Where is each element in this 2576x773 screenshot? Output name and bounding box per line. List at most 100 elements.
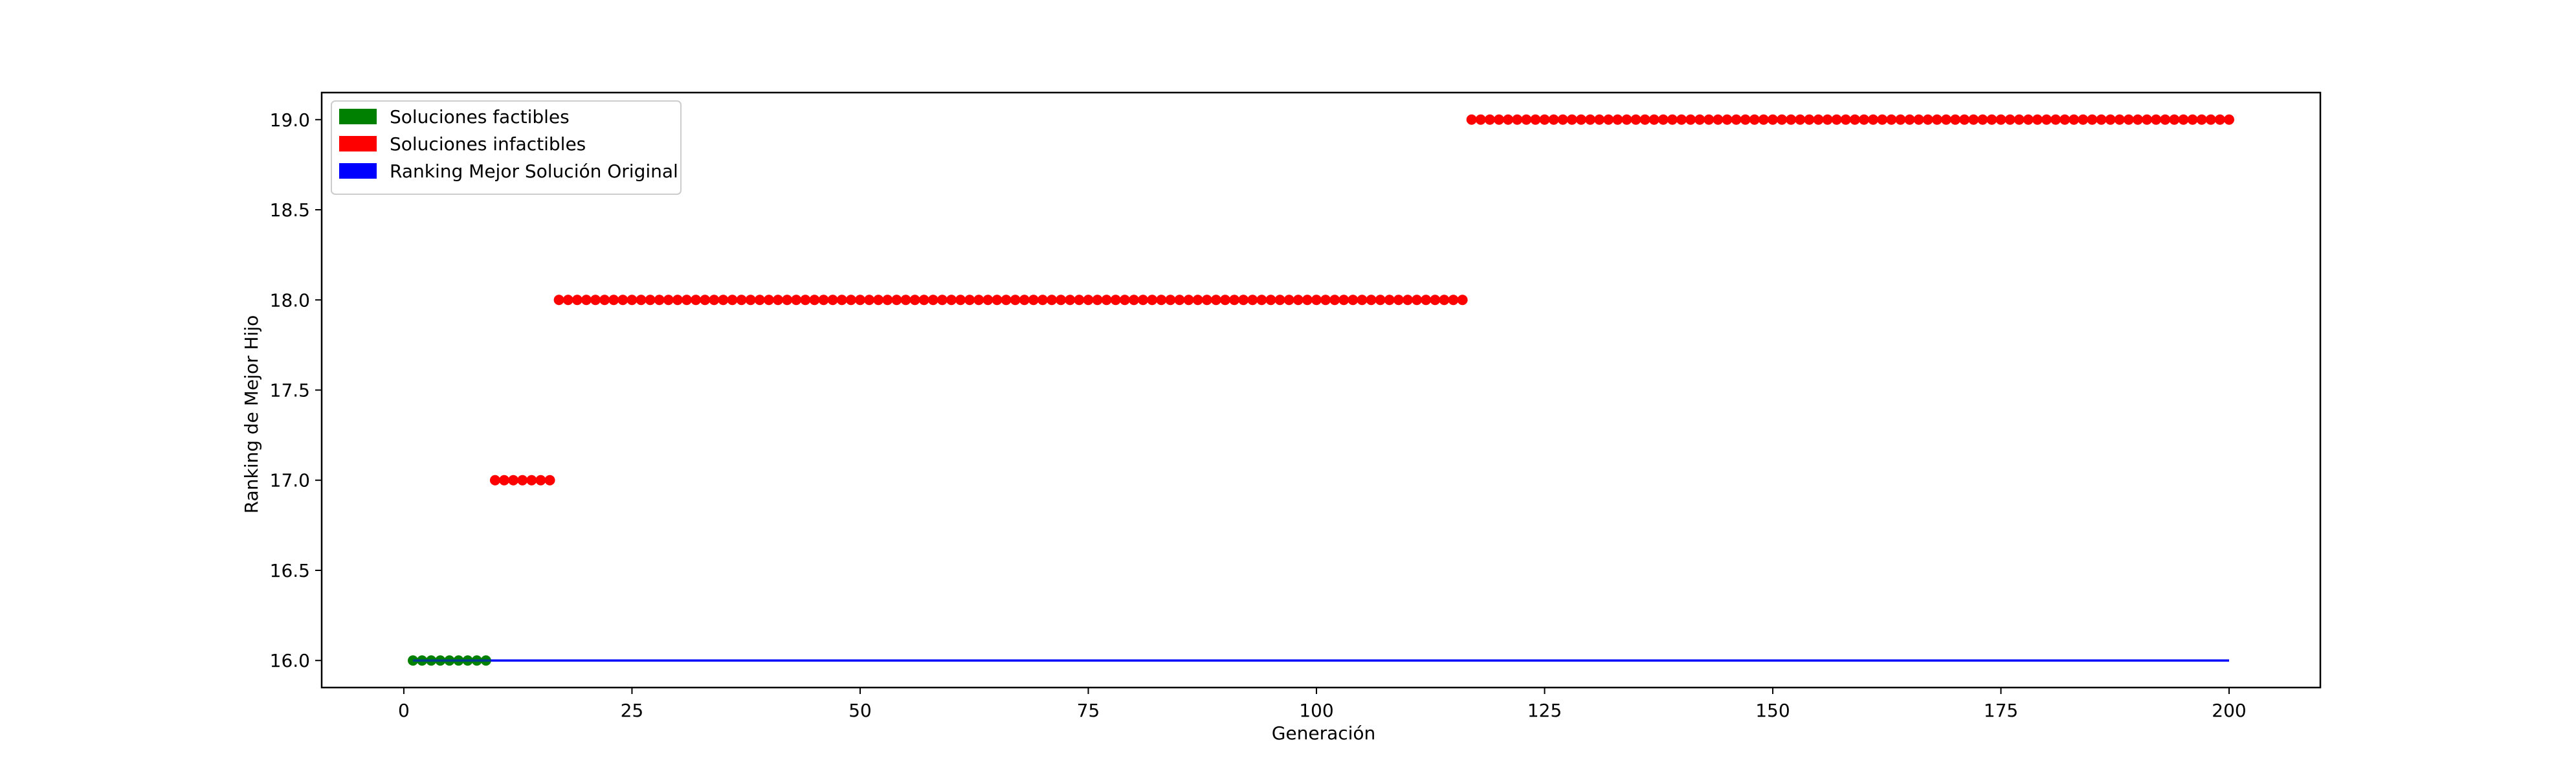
soluciones-infactibles-point xyxy=(937,295,948,306)
soluciones-infactibles-point xyxy=(1566,114,1577,125)
soluciones-infactibles-point xyxy=(1174,295,1185,306)
soluciones-infactibles-point xyxy=(2105,114,2116,125)
soluciones-infactibles-point xyxy=(2069,114,2080,125)
soluciones-infactibles-point xyxy=(1466,114,1477,125)
soluciones-infactibles-point xyxy=(1010,295,1021,306)
soluciones-infactibles-point xyxy=(608,295,619,306)
soluciones-infactibles-point xyxy=(1740,114,1751,125)
soluciones-infactibles-point xyxy=(1813,114,1824,125)
soluciones-infactibles-point xyxy=(1603,114,1614,125)
soluciones-infactibles-point xyxy=(2023,114,2034,125)
soluciones-infactibles-point xyxy=(489,475,500,486)
soluciones-infactibles-point xyxy=(1539,114,1550,125)
soluciones-infactibles-point xyxy=(1704,114,1715,125)
soluciones-infactibles-point xyxy=(1822,114,1833,125)
soluciones-infactibles-point xyxy=(1147,295,1158,306)
soluciones-infactibles-point xyxy=(1877,114,1888,125)
soluciones-infactibles-point xyxy=(1949,114,1960,125)
soluciones-infactibles-point xyxy=(1649,114,1660,125)
soluciones-infactibles-point xyxy=(709,295,720,306)
soluciones-infactibles-point xyxy=(791,295,802,306)
soluciones-infactibles-point xyxy=(1256,295,1267,306)
soluciones-infactibles-point xyxy=(2078,114,2089,125)
soluciones-infactibles-point xyxy=(2060,114,2071,125)
soluciones-infactibles-point xyxy=(2214,114,2225,125)
soluciones-infactibles-point xyxy=(1128,295,1139,306)
soluciones-infactibles-point xyxy=(1156,295,1167,306)
soluciones-infactibles-point xyxy=(1165,295,1176,306)
soluciones-infactibles-point xyxy=(1119,295,1130,306)
soluciones-infactibles-point xyxy=(973,295,984,306)
soluciones-infactibles-point xyxy=(1676,114,1687,125)
soluciones-infactibles-point xyxy=(1238,295,1249,306)
soluciones-infactibles-point xyxy=(1037,295,1048,306)
legend-label: Soluciones factibles xyxy=(390,106,570,128)
soluciones-infactibles-point xyxy=(1302,295,1313,306)
soluciones-infactibles-point xyxy=(1986,114,1997,125)
soluciones-infactibles-point xyxy=(1512,114,1523,125)
soluciones-infactibles-point xyxy=(845,295,856,306)
soluciones-infactibles-point xyxy=(1430,295,1441,306)
soluciones-infactibles-point xyxy=(1101,295,1112,306)
soluciones-infactibles-point xyxy=(1749,114,1760,125)
soluciones-infactibles-point xyxy=(1320,295,1331,306)
soluciones-infactibles-point xyxy=(763,295,774,306)
soluciones-infactibles-point xyxy=(1557,114,1568,125)
soluciones-infactibles-point xyxy=(983,295,994,306)
soluciones-infactibles-point xyxy=(873,295,884,306)
x-tick-label: 125 xyxy=(1527,700,1562,721)
soluciones-infactibles-point xyxy=(1922,114,1933,125)
soluciones-infactibles-point xyxy=(1357,295,1368,306)
soluciones-infactibles-point xyxy=(727,295,738,306)
soluciones-infactibles-point xyxy=(1731,114,1742,125)
soluciones-infactibles-point xyxy=(1201,295,1212,306)
soluciones-infactibles-point xyxy=(1338,295,1349,306)
soluciones-infactibles-point xyxy=(2169,114,2180,125)
soluciones-infactibles-point xyxy=(590,295,601,306)
soluciones-infactibles-point xyxy=(1210,295,1221,306)
soluciones-infactibles-point xyxy=(617,295,628,306)
ticks: 0 25 50 75 100 125 150 175 200 16.0 16.5 17.0 17.5 18… xyxy=(270,109,2247,721)
soluciones-infactibles-point xyxy=(1630,114,1641,125)
soluciones-infactibles-point xyxy=(900,295,911,306)
soluciones-infactibles-point xyxy=(1247,295,1258,306)
soluciones-infactibles-point xyxy=(754,295,765,306)
soluciones-infactibles-point xyxy=(1484,114,1495,125)
soluciones-infactibles-point xyxy=(2223,114,2234,125)
soluciones-infactibles-point xyxy=(1384,295,1395,306)
soluciones-infactibles-point xyxy=(864,295,875,306)
soluciones-infactibles-point xyxy=(1667,114,1678,125)
soluciones-infactibles-point xyxy=(1439,295,1450,306)
soluciones-infactibles-point xyxy=(1575,114,1586,125)
soluciones-infactibles-point xyxy=(1019,295,1030,306)
soluciones-infactibles-point xyxy=(1530,114,1541,125)
legend-label: Ranking Mejor Solución Original xyxy=(390,161,678,182)
soluciones-infactibles-point xyxy=(645,295,656,306)
x-tick-label: 200 xyxy=(2212,700,2246,721)
soluciones-infactibles-point xyxy=(2160,114,2171,125)
soluciones-infactibles-point xyxy=(1092,295,1103,306)
soluciones-infactibles-point xyxy=(2123,114,2134,125)
soluciones-infactibles-point xyxy=(736,295,747,306)
soluciones-infactibles-point xyxy=(1868,114,1879,125)
soluciones-infactibles-point xyxy=(1895,114,1906,125)
soluciones-infactibles-point xyxy=(1931,114,1942,125)
soluciones-infactibles-point xyxy=(499,475,510,486)
soluciones-infactibles-point xyxy=(1694,114,1705,125)
soluciones-infactibles-point xyxy=(1375,295,1386,306)
soluciones-infactibles-point xyxy=(1795,114,1806,125)
x-tick-label: 25 xyxy=(621,700,644,721)
soluciones-infactibles-point xyxy=(1858,114,1869,125)
x-axis-label: Generación xyxy=(1272,723,1376,744)
soluciones-infactibles-point xyxy=(891,295,902,306)
soluciones-infactibles-point xyxy=(1047,295,1058,306)
soluciones-infactibles-point xyxy=(1913,114,1924,125)
soluciones-infactibles-point xyxy=(1192,295,1203,306)
soluciones-infactibles-point xyxy=(1831,114,1842,125)
soluciones-infactibles-point xyxy=(1074,295,1085,306)
soluciones-infactibles-point xyxy=(517,475,528,486)
plot-area xyxy=(320,91,2322,689)
soluciones-infactibles-point xyxy=(672,295,683,306)
soluciones-infactibles-point xyxy=(918,295,929,306)
